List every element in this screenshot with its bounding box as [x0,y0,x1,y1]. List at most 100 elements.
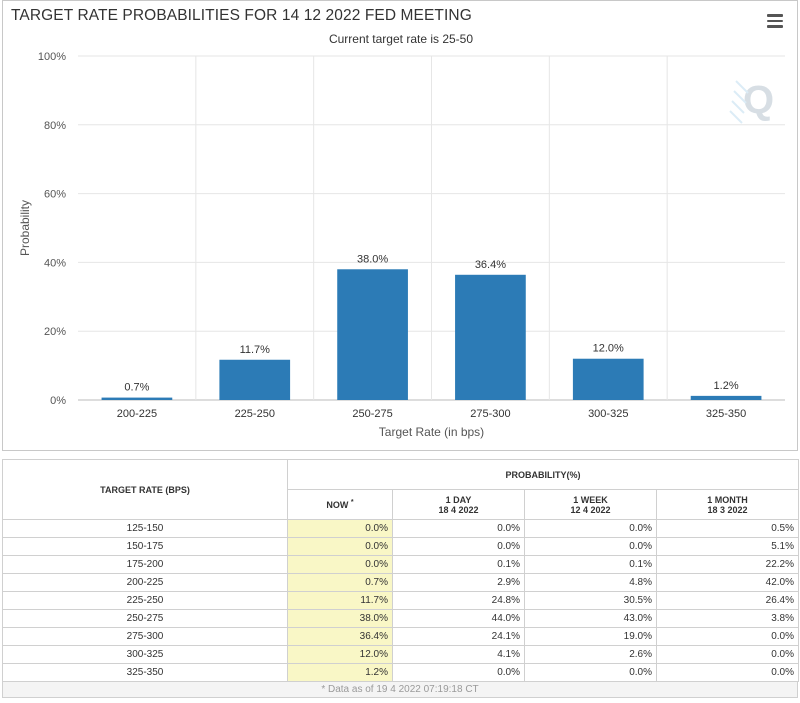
chart-panel: TARGET RATE PROBABILITIES FOR 14 12 2022… [2,0,798,451]
now-cell: 0.0% [287,537,393,556]
now-cell: 11.7% [287,591,393,610]
rate-cell: 150-175 [2,537,288,556]
bar [101,397,173,400]
now-cell: 12.0% [287,645,393,664]
y-tick-label: 60% [44,189,66,201]
day-cell: 0.0% [392,663,525,682]
rate-cell: 200-225 [2,573,288,592]
data-label: 0.7% [124,382,149,394]
week-cell: 2.6% [524,645,657,664]
month-cell: 0.0% [656,627,799,646]
data-label: 11.7% [240,344,271,356]
now-cell: 0.0% [287,555,393,574]
bar [455,274,526,400]
x-tick-label: 325-350 [706,408,746,420]
table-row: 175-200 0.0% 0.1% 0.1% 22.2% [2,555,799,574]
table-row: 300-325 12.0% 4.1% 2.6% 0.0% [2,645,799,664]
rate-cell: 275-300 [2,627,288,646]
header-1-week-date: 12 4 2022 [570,504,611,515]
rate-cell: 175-200 [2,555,288,574]
data-label: 12.0% [593,343,624,355]
week-cell: 0.0% [524,663,657,682]
bar [337,269,408,400]
table-row: 250-275 38.0% 44.0% 43.0% 3.8% [2,609,799,628]
week-cell: 0.0% [524,537,657,556]
x-tick-label: 225-250 [235,408,275,420]
table-row: 125-150 0.0% 0.0% 0.0% 0.5% [2,519,799,538]
week-cell: 30.5% [524,591,657,610]
x-tick-label: 275-300 [470,408,510,420]
table-row: 200-225 0.7% 2.9% 4.8% 42.0% [2,573,799,592]
y-tick-label: 80% [44,120,66,132]
week-cell: 0.1% [524,555,657,574]
header-now-mark: * [350,499,354,506]
now-cell: 1.2% [287,663,393,682]
rate-cell: 325-350 [2,663,288,682]
x-tick-label: 250-275 [352,408,392,420]
day-cell: 2.9% [392,573,525,592]
data-label: 38.0% [357,253,388,265]
x-tick-label: 200-225 [117,408,157,420]
header-1-week-label: 1 WEEK [573,494,608,505]
rate-cell: 125-150 [2,519,288,538]
header-now-label: NOW [326,500,349,510]
now-cell: 0.7% [287,573,393,592]
month-cell: 42.0% [656,573,799,592]
q-logo-icon: Q [729,78,774,124]
hamburger-menu-icon[interactable] [767,14,783,28]
y-tick-label: 40% [44,257,66,269]
week-cell: 4.8% [524,573,657,592]
day-cell: 24.8% [392,591,525,610]
y-tick-label: 0% [50,395,66,407]
data-timestamp-footnote: * Data as of 19 4 2022 07:19:18 CT [2,682,798,698]
table-row: 150-175 0.0% 0.0% 0.0% 5.1% [2,537,799,556]
rate-cell: 225-250 [2,591,288,610]
x-tick-label: 300-325 [588,408,628,420]
header-1-day-date: 18 4 2022 [438,504,479,515]
week-cell: 0.0% [524,519,657,538]
now-cell: 0.0% [287,519,393,538]
month-cell: 0.5% [656,519,799,538]
probability-table: TARGET RATE (BPS) PROBABILITY(%) NOW * 1… [2,459,799,682]
data-label: 36.4% [475,259,506,271]
header-probability: PROBABILITY(%) [287,459,799,490]
header-1-month-label: 1 MONTH [707,494,748,505]
month-cell: 22.2% [656,555,799,574]
x-axis-title: Target Rate (in bps) [379,425,484,439]
y-axis-title: Probability [18,200,32,256]
data-label: 1.2% [714,380,739,392]
header-1-day: 1 DAY 18 4 2022 [392,489,525,520]
day-cell: 0.1% [392,555,525,574]
rate-cell: 300-325 [2,645,288,664]
month-cell: 3.8% [656,609,799,628]
day-cell: 44.0% [392,609,525,628]
day-cell: 0.0% [392,537,525,556]
week-cell: 43.0% [524,609,657,628]
bar [572,358,644,400]
bar [690,395,762,400]
y-tick-label: 20% [44,326,66,338]
y-tick-label: 100% [38,51,66,63]
day-cell: 24.1% [392,627,525,646]
table-row: 225-250 11.7% 24.8% 30.5% 26.4% [2,591,799,610]
table-row: 275-300 36.4% 24.1% 19.0% 0.0% [2,627,799,646]
now-cell: 38.0% [287,609,393,628]
header-target-rate: TARGET RATE (BPS) [2,459,288,520]
rate-cell: 250-275 [2,609,288,628]
probability-table-container: TARGET RATE (BPS) PROBABILITY(%) NOW * 1… [2,459,799,698]
week-cell: 19.0% [524,627,657,646]
header-1-month-date: 18 3 2022 [707,504,748,515]
chart-subtitle: Current target rate is 25-50 [328,32,474,46]
now-cell: 36.4% [287,627,393,646]
month-cell: 0.0% [656,645,799,664]
table-row: 325-350 1.2% 0.0% 0.0% 0.0% [2,663,799,682]
header-now: NOW * [287,489,393,520]
chart-title: TARGET RATE PROBABILITIES FOR 14 12 2022… [11,7,472,24]
header-1-month: 1 MONTH 18 3 2022 [656,489,799,520]
month-cell: 5.1% [656,537,799,556]
day-cell: 4.1% [392,645,525,664]
svg-text:Q: Q [743,78,774,122]
bar-chart: Q 0% 20% 40% 60% 80% 100% 0.7% 200-225 11.7% 225-… [18,51,785,439]
day-cell: 0.0% [392,519,525,538]
month-cell: 0.0% [656,663,799,682]
